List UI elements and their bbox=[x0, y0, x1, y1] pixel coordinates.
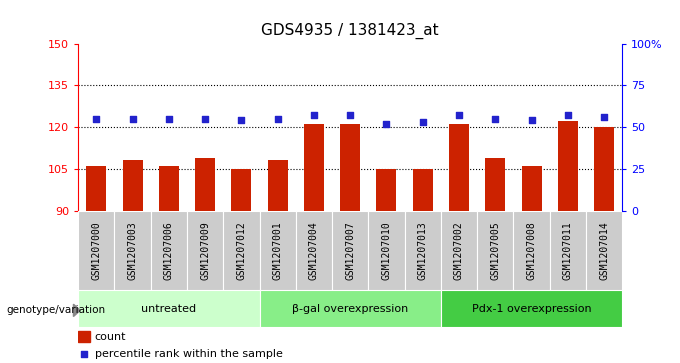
Text: GSM1207001: GSM1207001 bbox=[273, 221, 283, 280]
Text: β-gal overexpression: β-gal overexpression bbox=[292, 303, 408, 314]
Bar bbox=[594, 127, 614, 211]
Text: GSM1207004: GSM1207004 bbox=[309, 221, 319, 280]
Point bbox=[79, 351, 90, 357]
Point bbox=[418, 119, 428, 125]
Bar bbox=[114, 211, 151, 290]
Text: count: count bbox=[95, 331, 126, 342]
Bar bbox=[223, 211, 260, 290]
Bar bbox=[405, 211, 441, 290]
Point bbox=[200, 116, 211, 122]
Bar bbox=[477, 211, 513, 290]
Bar bbox=[122, 160, 143, 211]
Bar bbox=[513, 211, 549, 290]
Bar bbox=[377, 169, 396, 211]
Text: GSM1207012: GSM1207012 bbox=[237, 221, 246, 280]
Point bbox=[454, 113, 464, 118]
Bar bbox=[195, 158, 215, 211]
Point bbox=[236, 118, 247, 123]
Text: percentile rank within the sample: percentile rank within the sample bbox=[95, 349, 282, 359]
Bar bbox=[369, 211, 405, 290]
Point bbox=[490, 116, 500, 122]
Text: GSM1207000: GSM1207000 bbox=[91, 221, 101, 280]
Text: GSM1207009: GSM1207009 bbox=[200, 221, 210, 280]
Bar bbox=[441, 211, 477, 290]
Bar bbox=[151, 211, 187, 290]
Point bbox=[127, 116, 138, 122]
Bar bbox=[522, 166, 541, 211]
Bar bbox=[187, 211, 223, 290]
Point bbox=[163, 116, 174, 122]
Text: GSM1207003: GSM1207003 bbox=[128, 221, 137, 280]
Bar bbox=[449, 124, 469, 211]
Text: GSM1207002: GSM1207002 bbox=[454, 221, 464, 280]
Text: GSM1207014: GSM1207014 bbox=[599, 221, 609, 280]
Polygon shape bbox=[73, 304, 80, 317]
Bar bbox=[260, 290, 441, 327]
Point bbox=[309, 113, 320, 118]
Point bbox=[345, 113, 356, 118]
Bar bbox=[260, 211, 296, 290]
Text: untreated: untreated bbox=[141, 303, 197, 314]
Bar bbox=[86, 166, 106, 211]
Bar bbox=[340, 124, 360, 211]
Text: GSM1207010: GSM1207010 bbox=[381, 221, 392, 280]
Point bbox=[562, 113, 573, 118]
Text: genotype/variation: genotype/variation bbox=[7, 305, 106, 315]
Text: GSM1207013: GSM1207013 bbox=[418, 221, 428, 280]
Text: GSM1207011: GSM1207011 bbox=[563, 221, 573, 280]
Bar bbox=[413, 169, 432, 211]
Bar bbox=[558, 122, 578, 211]
Bar bbox=[231, 169, 252, 211]
Bar bbox=[78, 331, 90, 342]
Bar bbox=[441, 290, 622, 327]
Bar bbox=[304, 124, 324, 211]
Text: GSM1207005: GSM1207005 bbox=[490, 221, 500, 280]
Bar bbox=[586, 211, 622, 290]
Bar bbox=[78, 290, 260, 327]
Bar bbox=[159, 166, 179, 211]
Title: GDS4935 / 1381423_at: GDS4935 / 1381423_at bbox=[261, 23, 439, 40]
Bar bbox=[268, 160, 288, 211]
Point bbox=[381, 121, 392, 127]
Point bbox=[91, 116, 102, 122]
Point bbox=[272, 116, 283, 122]
Point bbox=[598, 114, 609, 120]
Bar bbox=[486, 158, 505, 211]
Bar bbox=[296, 211, 332, 290]
Text: GSM1207006: GSM1207006 bbox=[164, 221, 174, 280]
Bar bbox=[549, 211, 586, 290]
Bar bbox=[332, 211, 369, 290]
Text: GSM1207008: GSM1207008 bbox=[526, 221, 537, 280]
Bar bbox=[78, 211, 114, 290]
Text: Pdx-1 overexpression: Pdx-1 overexpression bbox=[472, 303, 592, 314]
Text: GSM1207007: GSM1207007 bbox=[345, 221, 355, 280]
Point bbox=[526, 118, 537, 123]
